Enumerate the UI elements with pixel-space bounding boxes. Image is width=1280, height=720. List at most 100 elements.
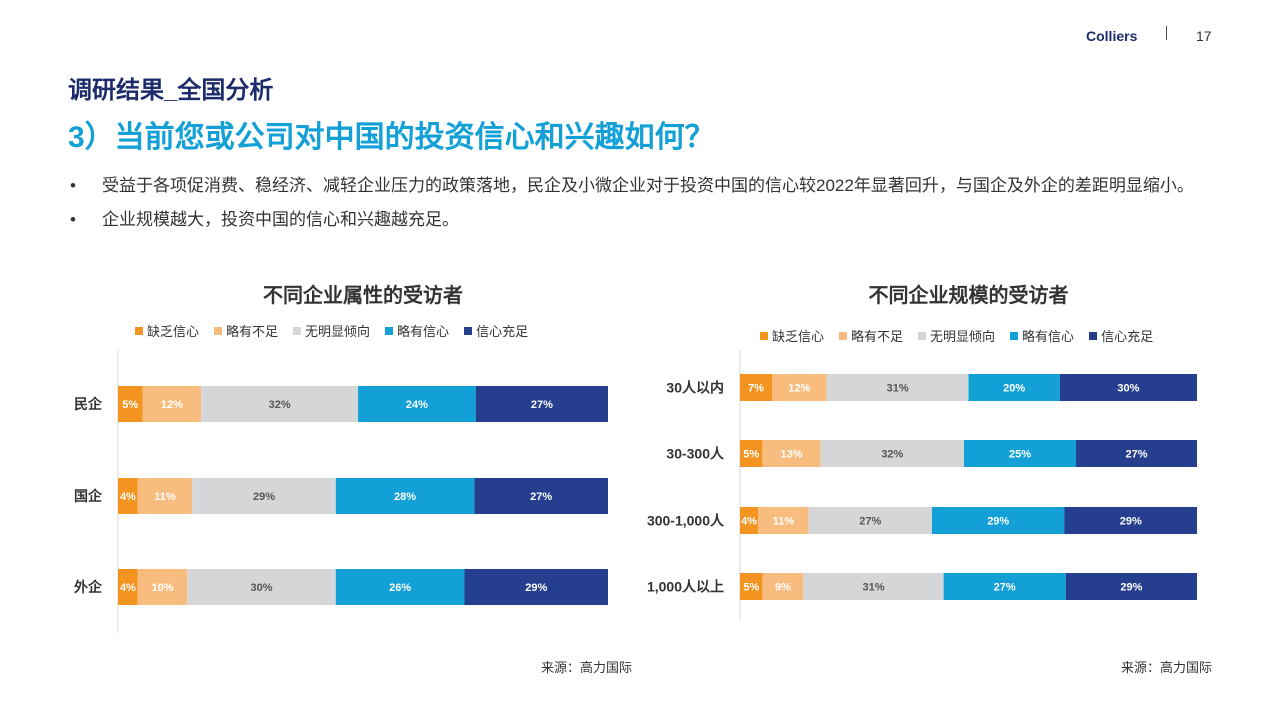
bullet-item: • 企业规模越大，投资中国的信心和兴趣越充足。 [68, 209, 1208, 231]
legend-label: 缺乏信心 [772, 329, 825, 344]
bullet-item: • 受益于各项促消费、稳经济、减轻企业压力的政策落地，民企及小微企业对于投资中国… [68, 175, 1208, 197]
chart-title-ownership: 不同企业属性的受访者 [263, 285, 463, 307]
chart-legend-ownership: 缺乏信心 略有不足 无明显倾向 略有信心 信心充足 [135, 321, 543, 340]
bar-segment [931, 507, 1065, 534]
data-label: 25% [1009, 449, 1031, 461]
data-label: 7% [748, 383, 764, 395]
bar-segment [137, 569, 188, 605]
legend-item: 略有信心 [385, 321, 449, 340]
data-label: 30% [1117, 383, 1139, 395]
data-label: 12% [788, 383, 810, 395]
data-label: 5% [743, 582, 759, 594]
data-label: 4% [120, 582, 136, 594]
bar-segment [475, 386, 608, 422]
data-label: 10% [152, 582, 174, 594]
legend-item: 略有不足 [839, 326, 903, 345]
legend-item: 缺乏信心 [760, 326, 824, 345]
data-label: 27% [1125, 449, 1147, 461]
bullet-text: 企业规模越大，投资中国的信心和兴趣越充足。 [102, 210, 459, 229]
bullet-list: • 受益于各项促消费、稳经济、减轻企业压力的政策落地，民企及小微企业对于投资中国… [68, 175, 1208, 243]
bar-segment [1076, 440, 1197, 467]
category-label: 30人以内 [666, 380, 724, 396]
bar-segment [943, 573, 1066, 600]
data-label: 31% [887, 383, 909, 395]
category-label: 1,000人以上 [647, 579, 724, 595]
data-label: 11% [154, 491, 176, 503]
legend-swatch [214, 326, 223, 335]
legend-swatch [760, 331, 768, 340]
legend-swatch [839, 331, 848, 340]
bar-segment [762, 573, 804, 600]
bar-segment [740, 440, 763, 467]
data-label: 30% [251, 582, 273, 594]
data-label: 13% [781, 449, 803, 461]
data-label: 12% [161, 399, 183, 411]
legend-label: 缺乏信心 [147, 324, 200, 339]
bar-segment [1065, 573, 1197, 600]
legend-swatch [293, 326, 302, 335]
data-label: 32% [269, 399, 291, 411]
bar-segment [187, 569, 336, 605]
legend-label: 略有信心 [397, 324, 450, 339]
bar-segment [335, 569, 465, 605]
data-label: 5% [743, 449, 759, 461]
bar-segment [118, 569, 138, 605]
category-label: 外企 [74, 579, 103, 595]
chart-size: 30人以内 7% 12% 31% 20% 30% 30-300人 5% 13% 32% 25% 27%… [647, 350, 1197, 620]
data-label: 27% [859, 516, 881, 528]
bar-segment [740, 573, 763, 600]
bar-segment [335, 478, 475, 514]
legend-swatch [464, 326, 473, 335]
data-label: 29% [525, 582, 547, 594]
bar-segment [201, 386, 359, 422]
bar-segment [826, 374, 969, 401]
bar-segment [762, 440, 821, 467]
bar-segment [740, 374, 772, 401]
chart-legend-size: 缺乏信心 略有不足 无明显倾向 略有信心 信心充足 [760, 326, 1168, 345]
bar-segment [464, 569, 608, 605]
chart-ownership: 民企 5% 12% 32% 24% 27% 国企 4% 11% 29% 28% 27% 外企 4% 10% 3… [74, 350, 608, 633]
legend-item: 信心充足 [1089, 326, 1153, 345]
legend-swatch [135, 326, 143, 335]
legend-item: 缺乏信心 [135, 321, 199, 340]
data-label: 20% [1003, 383, 1025, 395]
bar-segment [358, 386, 476, 422]
category-label: 民企 [74, 396, 103, 412]
legend-item: 信心充足 [464, 321, 528, 340]
brand-logo-text: Colliers [1086, 28, 1138, 44]
data-label: 28% [394, 491, 416, 503]
legend-item: 无明显倾向 [293, 321, 370, 340]
bullet-marker: • [70, 176, 76, 195]
legend-label: 无明显倾向 [930, 329, 996, 344]
legend-swatch [385, 326, 394, 335]
bar-segment [758, 507, 809, 534]
bar-segment [142, 386, 202, 422]
legend-label: 信心充足 [1101, 329, 1154, 344]
data-label: 32% [881, 449, 903, 461]
data-label: 27% [531, 399, 553, 411]
bar-segment [1059, 374, 1197, 401]
bar-segment [771, 374, 827, 401]
bar-segment [192, 478, 336, 514]
bar-segment [808, 507, 932, 534]
bar-segment [964, 440, 1077, 467]
legend-item: 略有信心 [1010, 326, 1074, 345]
bar-segment [820, 440, 965, 467]
data-label: 4% [120, 491, 136, 503]
bullet-text: 受益于各项促消费、稳经济、减轻企业压力的政策落地，民企及小微企业对于投资中国的信… [102, 176, 1194, 195]
bar-segment [137, 478, 193, 514]
legend-item: 略有不足 [214, 321, 278, 340]
legend-label: 略有不足 [226, 324, 279, 339]
page-number: 17 [1196, 28, 1212, 44]
source-note-size: 来源：高力国际 [1121, 660, 1213, 675]
bar-segment [1064, 507, 1197, 534]
bar-segment [474, 478, 608, 514]
bar-segment [118, 478, 138, 514]
chart-title-size: 不同企业规模的受访者 [868, 285, 1069, 307]
section-title: 调研结果_全国分析 [68, 77, 274, 104]
data-label: 31% [862, 582, 884, 594]
data-label: 29% [1120, 582, 1142, 594]
legend-item: 无明显倾向 [918, 326, 995, 345]
source-note-ownership: 来源：高力国际 [541, 660, 633, 675]
data-label: 29% [987, 516, 1009, 528]
